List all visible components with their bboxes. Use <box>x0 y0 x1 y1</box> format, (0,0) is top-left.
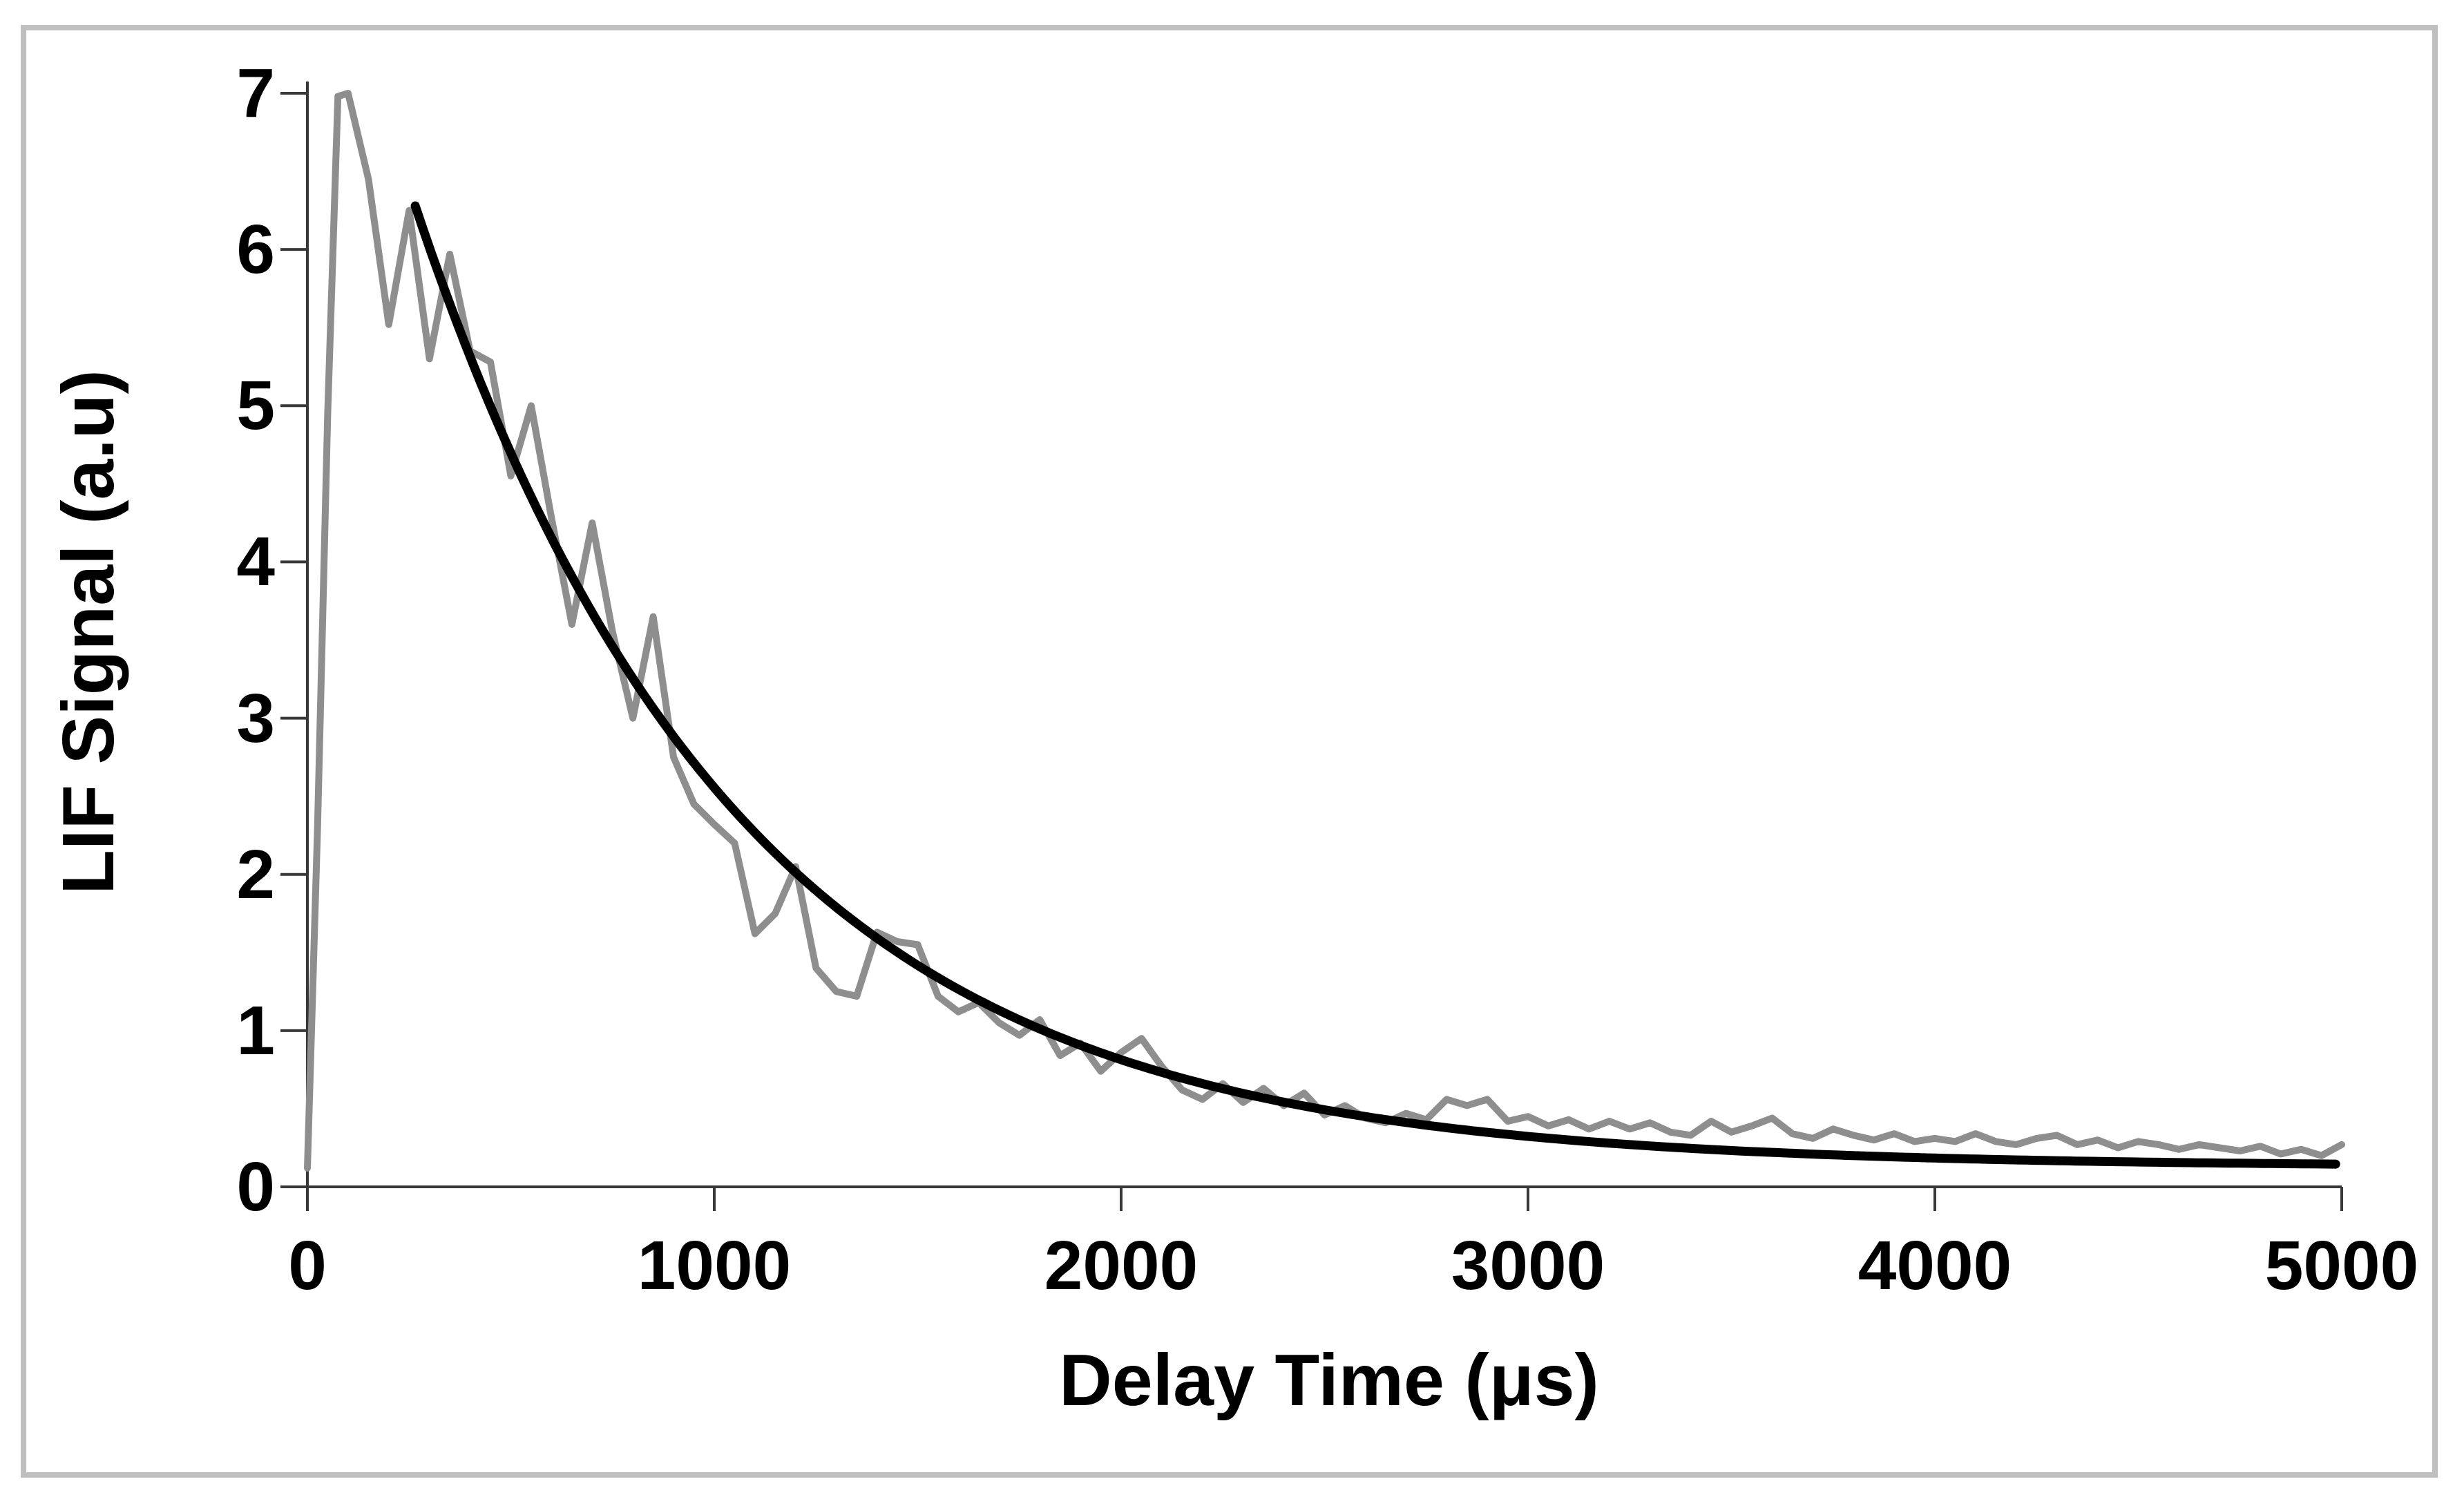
signal-line <box>304 90 2345 1172</box>
x-tick-label: 1000 <box>637 1227 792 1304</box>
y-tick-label: 2 <box>236 835 275 913</box>
y-tick-label: 0 <box>236 1148 275 1226</box>
y-tick-label: 4 <box>236 523 275 601</box>
y-tick-label: 5 <box>236 367 275 445</box>
y-tick-label: 1 <box>236 991 275 1069</box>
y-axis-title: LIF Signal (a.u) <box>48 370 129 895</box>
x-tick-label: 5000 <box>2264 1227 2419 1304</box>
x-tick-label: 3000 <box>1451 1227 1605 1304</box>
x-axis-title: Delay Time (μs) <box>1059 1340 1599 1421</box>
y-tick-label: 7 <box>236 55 275 132</box>
y-tick-label: 3 <box>236 679 275 757</box>
x-tick-label: 2000 <box>1044 1227 1198 1304</box>
y-tick-label: 6 <box>236 211 275 289</box>
x-tick-label: 0 <box>288 1227 327 1304</box>
x-tick-label: 4000 <box>1857 1227 2012 1304</box>
chart-frame <box>21 25 2438 1478</box>
fit-line <box>410 201 2340 1169</box>
